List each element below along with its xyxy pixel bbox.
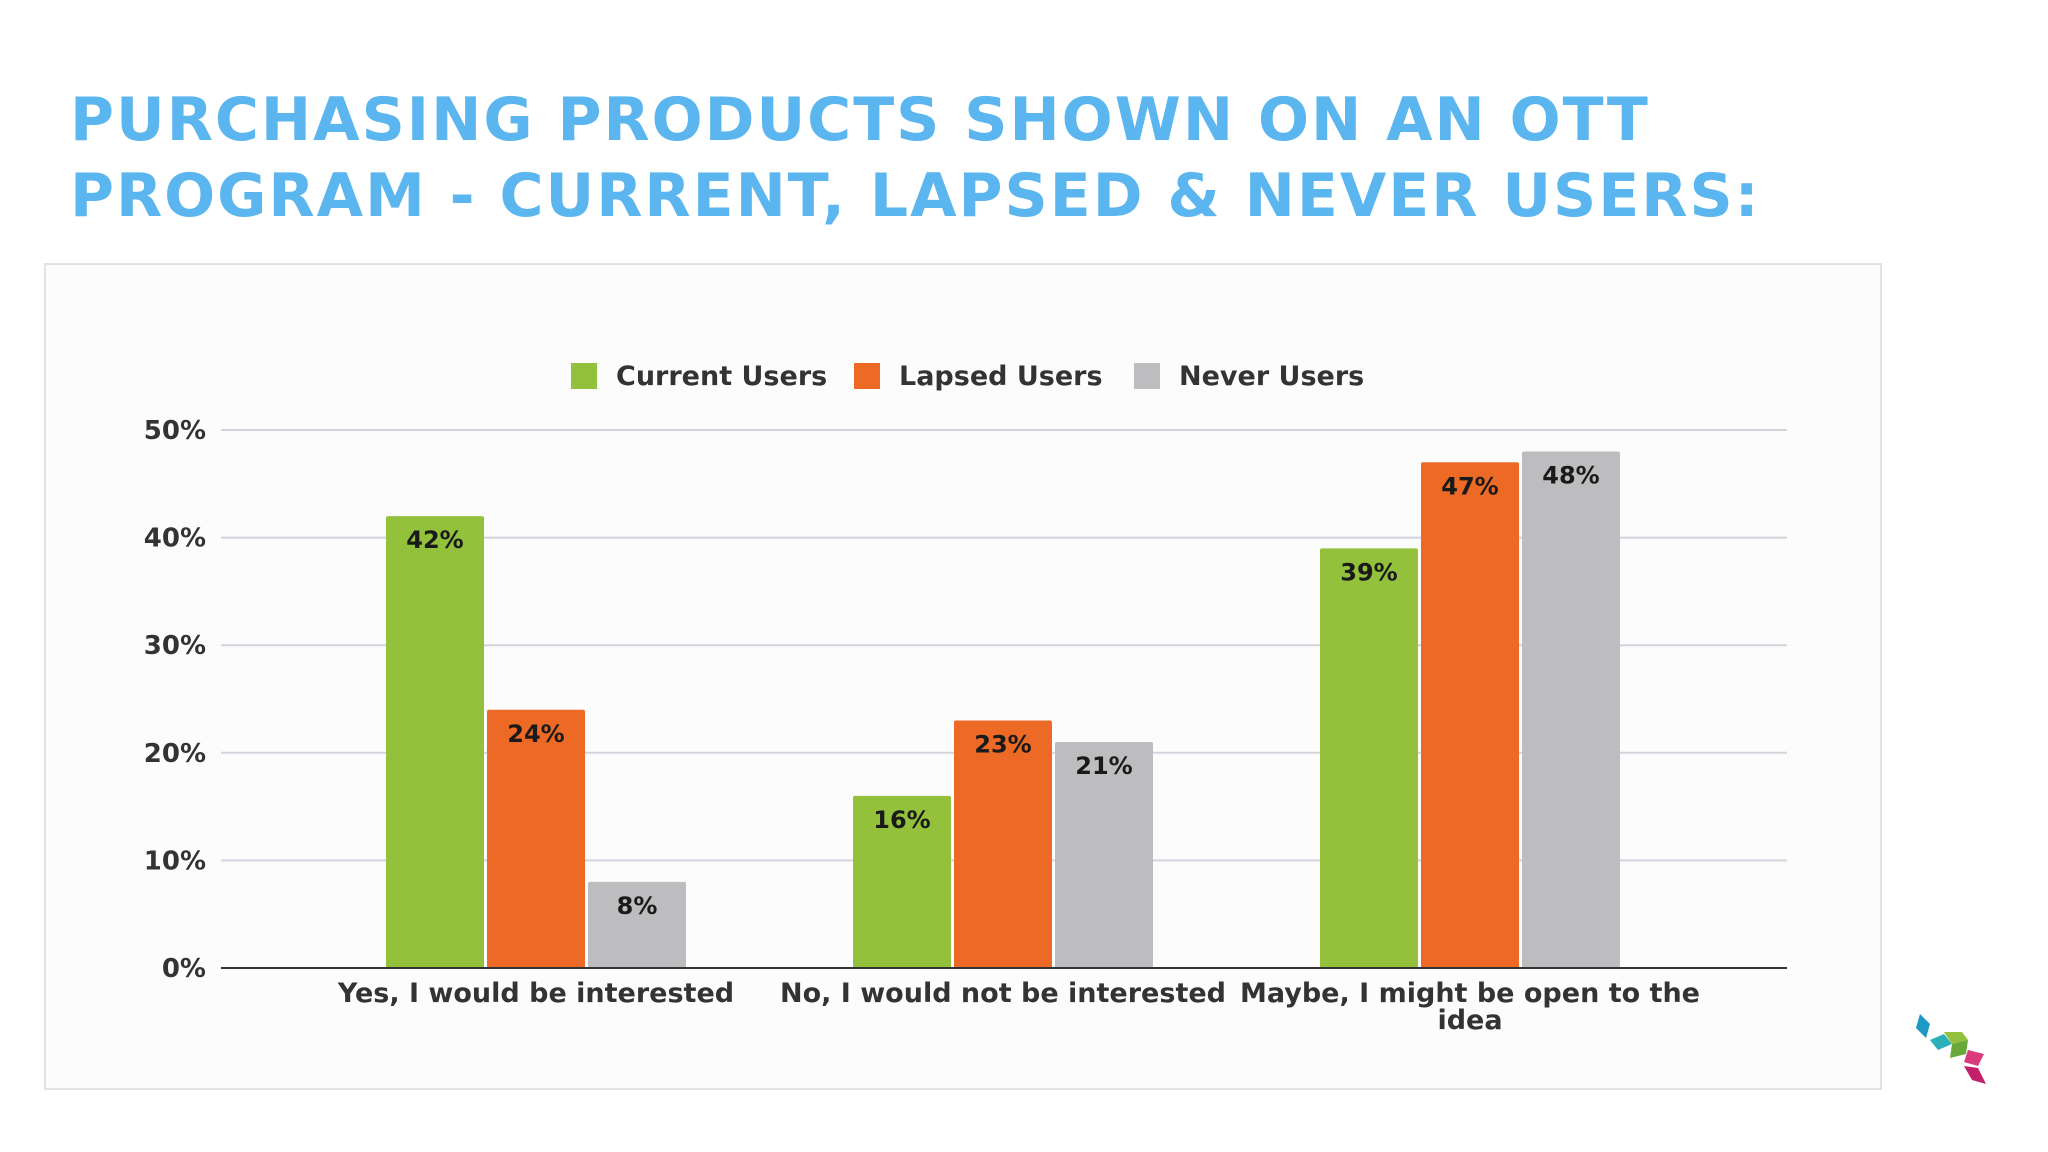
data-label: 42% (406, 526, 463, 554)
data-label: 16% (873, 806, 930, 834)
y-tick-label: 50% (144, 416, 206, 446)
y-tick-label: 0% (162, 954, 206, 984)
page-title: PURCHASING PRODUCTS SHOWN ON AN OTT PROG… (70, 82, 1970, 234)
bar (1320, 548, 1418, 968)
bar (853, 795, 951, 968)
x-tick-label: Maybe, I might be open to the (1240, 978, 1700, 1009)
data-label: 39% (1340, 558, 1397, 586)
bar (1421, 462, 1519, 968)
x-tick-label: No, I would not be interested (780, 978, 1226, 1009)
legend-swatch (1134, 363, 1160, 389)
bar (386, 516, 484, 968)
bar (487, 709, 585, 968)
y-tick-label: 30% (144, 631, 206, 661)
bar (1522, 451, 1620, 968)
y-tick-label: 10% (144, 846, 206, 876)
cube-chevron-logo-icon (1916, 1014, 1986, 1084)
x-tick-label: Yes, I would be interested (337, 978, 734, 1009)
data-label: 23% (974, 731, 1031, 759)
chart-frame: 0% 10% 20% 30% 40% 50% 42% 16% 39% 24% 23% 47% 8% 21%… (44, 263, 1882, 1090)
legend-label: Never Users (1179, 361, 1364, 392)
data-label: 47% (1441, 472, 1498, 500)
data-label: 48% (1542, 462, 1599, 490)
page-title-line-1: PURCHASING PRODUCTS SHOWN ON AN OTT (70, 85, 1650, 155)
bar (1055, 742, 1153, 968)
legend-swatch (571, 363, 597, 389)
data-label: 24% (507, 720, 564, 748)
legend-label: Lapsed Users (899, 361, 1103, 392)
data-label: 21% (1075, 752, 1132, 780)
bar (588, 881, 686, 968)
legend-swatch (854, 363, 880, 389)
legend-label: Current Users (616, 361, 827, 392)
data-label: 8% (617, 892, 658, 920)
page-title-line-2: PROGRAM - CURRENT, LAPSED & NEVER USERS: (70, 161, 1761, 231)
bar (954, 720, 1052, 968)
y-tick-label: 40% (144, 524, 206, 554)
bar-chart: 0% 10% 20% 30% 40% 50% 42% 16% 39% 24% 23% 47% 8% 21%… (144, 361, 1787, 1036)
y-tick-label: 20% (144, 739, 206, 769)
x-tick-label: idea (1437, 1005, 1502, 1036)
